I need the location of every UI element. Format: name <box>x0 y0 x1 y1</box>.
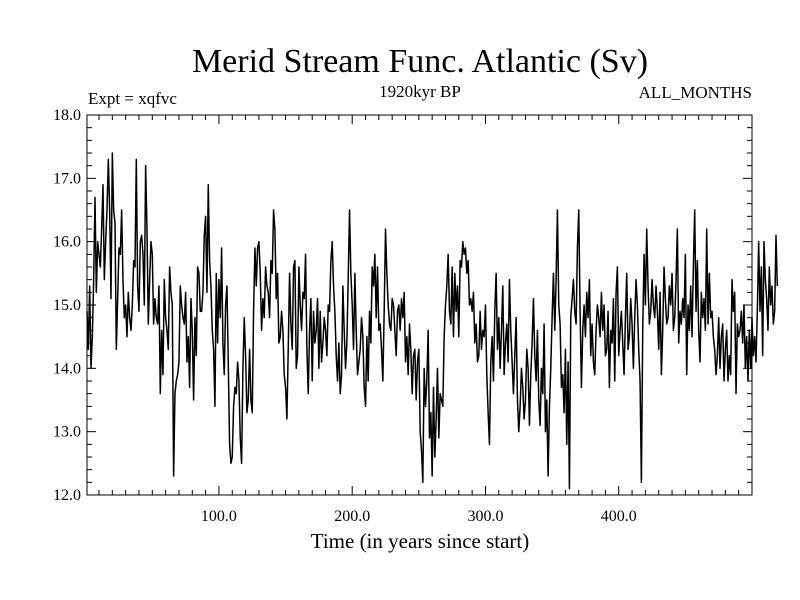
chart-right-label: ALL_MONTHS <box>639 83 752 102</box>
y-tick-label: 14.0 <box>53 360 81 377</box>
y-tick-label: 18.0 <box>53 107 81 124</box>
axis-tick-labels: 100.0 200.0 300.0 400.0 12.0 13.0 14.0 15.0 16.0… <box>53 107 637 525</box>
chart-subtitle: 1920kyr BP <box>379 82 461 101</box>
series-line <box>86 152 779 490</box>
x-tick-label: 400.0 <box>601 508 637 525</box>
chart-title: Merid Stream Func. Atlantic (Sv) <box>192 43 648 80</box>
x-axis-label: Time (in years since start) <box>311 529 530 553</box>
y-tick-label: 12.0 <box>53 487 81 504</box>
x-tick-label: 100.0 <box>201 508 237 525</box>
x-tick-label: 300.0 <box>467 508 503 525</box>
plot-frame <box>86 114 753 496</box>
chart-left-label: Expt = xqfvc <box>88 89 177 108</box>
axis-ticks <box>87 115 752 495</box>
y-tick-label: 16.0 <box>53 234 81 251</box>
y-tick-label: 15.0 <box>53 297 81 314</box>
y-tick-label: 17.0 <box>53 170 81 187</box>
y-tick-label: 13.0 <box>53 424 81 441</box>
x-tick-label: 200.0 <box>334 508 370 525</box>
